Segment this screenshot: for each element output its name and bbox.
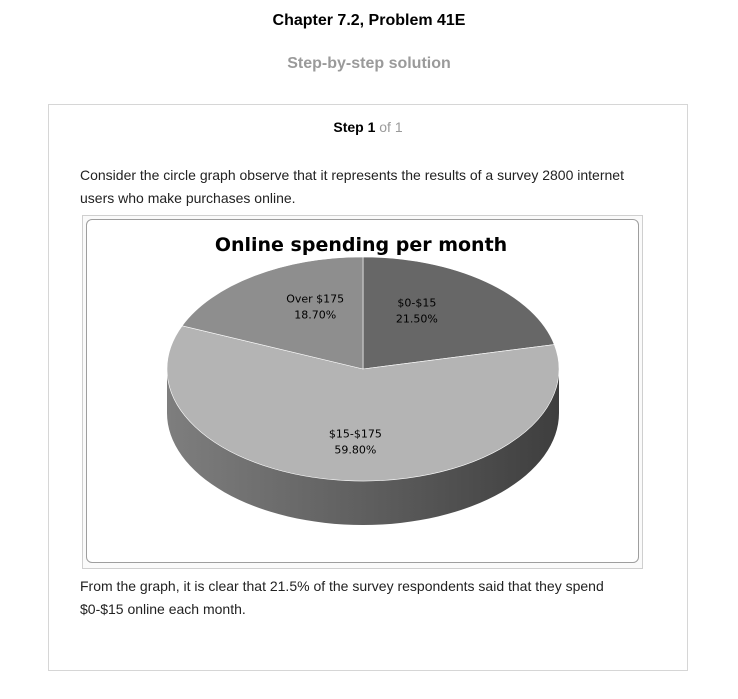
chart-figure: Online spending per month $0-$15 21.50% $1… <box>82 215 643 569</box>
chapter-title: Chapter 7.2, Problem 41E <box>272 12 466 29</box>
pie-side <box>167 369 559 525</box>
slice-category-label: Over $175 <box>286 293 344 306</box>
chart-area: Online spending per month $0-$15 21.50% $1… <box>86 219 639 563</box>
slice-category-label: $0-$15 <box>397 296 436 309</box>
slice-category-label: $15-$175 <box>329 428 382 441</box>
pie-slice <box>181 256 364 370</box>
solution-card: Step 1 of 1 Consider the circle graph ob… <box>48 104 688 671</box>
pie-slice <box>166 325 560 482</box>
pie-slice <box>362 256 555 370</box>
pie-slices: $0-$15 21.50% $15-$175 59.80% Over $175 18.70… <box>166 256 560 525</box>
slice-value-label: 21.50% <box>396 312 438 325</box>
intro-paragraph: Consider the circle graph observe that i… <box>80 167 624 206</box>
chart-title: Online spending per month <box>215 234 507 256</box>
step-indicator: Step 1 of 1 <box>49 119 687 135</box>
solution-title: Step-by-step solution <box>287 55 451 72</box>
conclusion-paragraph: From the graph, it is clear that 21.5% o… <box>80 578 604 617</box>
slice-value-label: 18.70% <box>294 309 336 322</box>
step-number: Step 1 <box>333 119 376 135</box>
pie-chart: Online spending per month $0-$15 21.50% $1… <box>166 234 560 525</box>
step-total: of 1 <box>379 119 403 135</box>
slice-value-label: 59.80% <box>334 444 376 457</box>
